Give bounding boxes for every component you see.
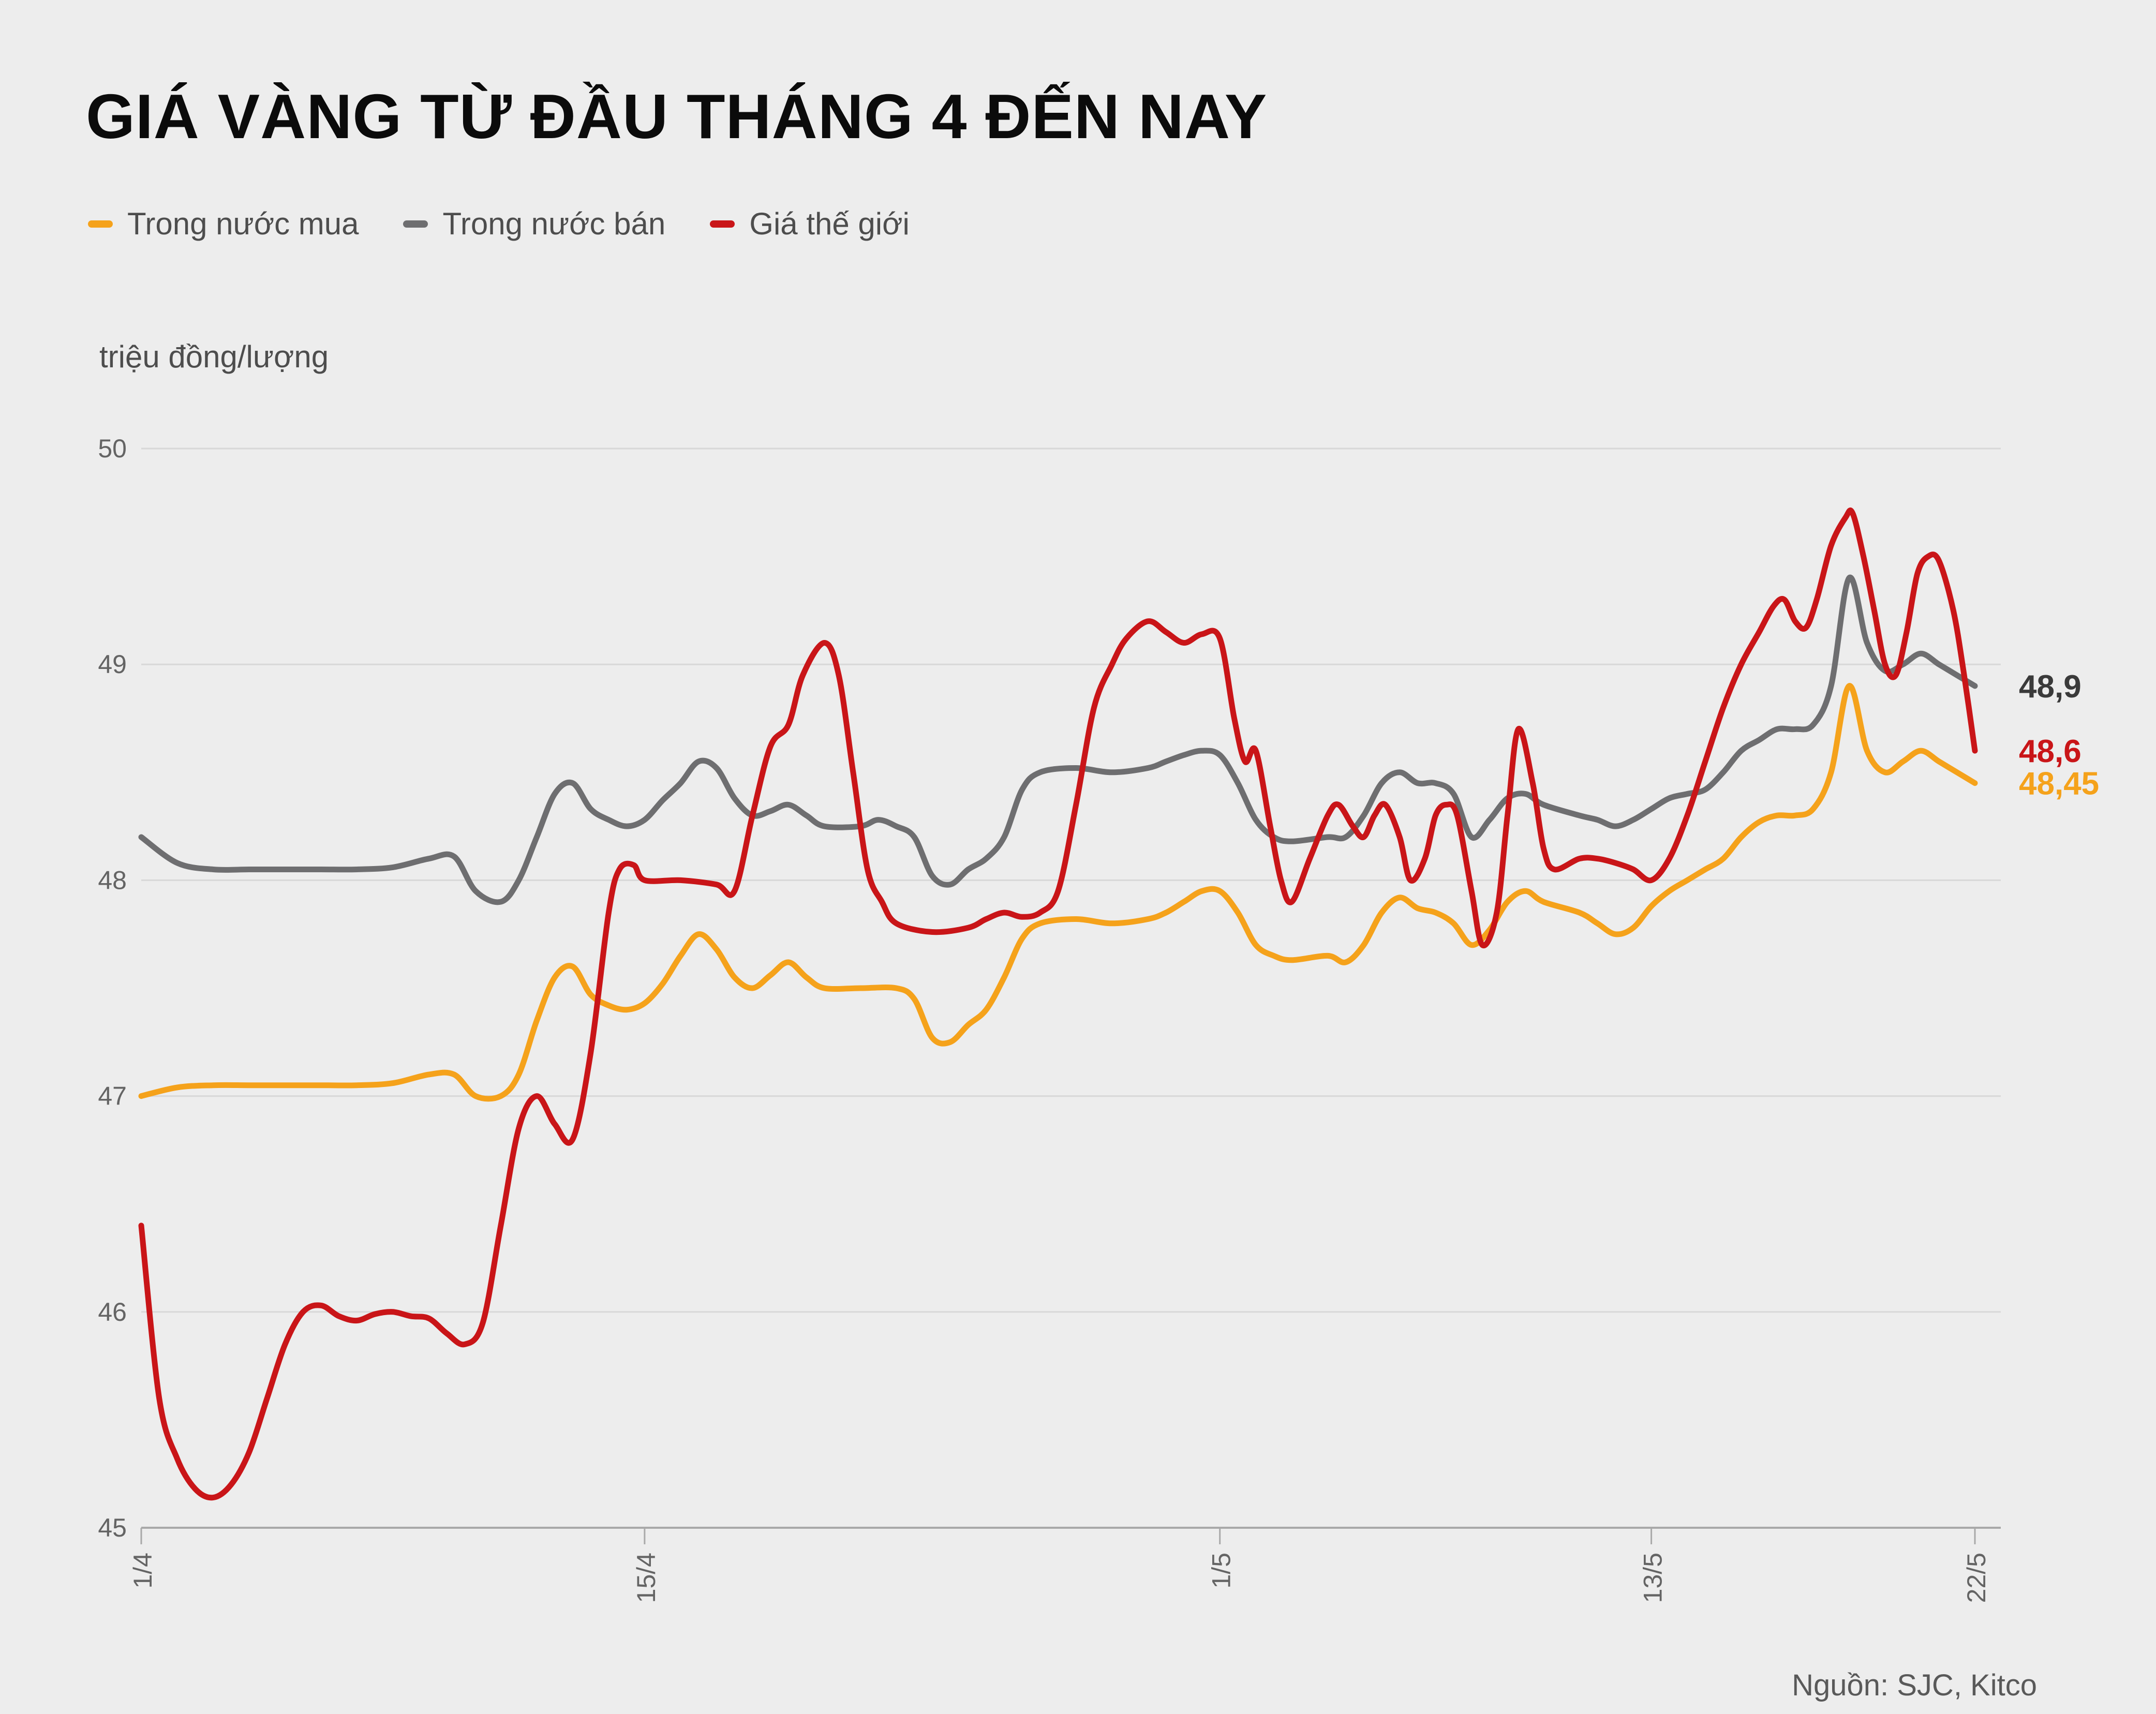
legend-label: Giá thế giới [749,206,910,241]
y-tick-label: 50 [98,434,127,463]
x-tick-label: 22/5 [1962,1553,1991,1603]
series-line-trong-nuoc-mua [138,683,1978,1102]
legend-item-trong-nuoc-mua: Trong nước mua [88,206,359,242]
x-tick-label: 13/5 [1639,1553,1668,1603]
legend-swatch-icon-trong-nuoc-mua [88,220,113,228]
x-tick-label: 15/4 [632,1553,661,1603]
y-tick-label: 48 [98,866,127,895]
end-value-label-trong-nuoc-mua: 48,45 [2019,766,2099,802]
legend-swatch-icon-trong-nuoc-ban [403,220,428,228]
chart-title: GIÁ VÀNG TỪ ĐẦU THÁNG 4 ĐẾN NAY [86,81,1268,152]
series-line-trong-nuoc-ban [138,574,1978,905]
y-tick-label: 49 [98,650,127,679]
x-tick-label: 1/5 [1207,1553,1236,1589]
end-value-label-gia-the-gioi: 48,6 [2019,734,2081,769]
legend-swatch-icon-gia-the-gioi [710,220,735,228]
series-line-gia-the-gioi [138,508,1978,1501]
y-tick-label: 47 [98,1082,127,1111]
source-note: Nguồn: SJC, Kitco [1792,1668,2037,1702]
y-tick-label: 45 [98,1513,127,1542]
legend-label: Trong nước mua [127,206,359,241]
legend-item-gia-the-gioi: Giá thế giới [710,206,910,242]
x-tick-label: 1/4 [128,1553,157,1589]
legend-item-trong-nuoc-ban: Trong nước bán [403,206,665,242]
y-axis-unit-label: triệu đồng/lượng [99,339,329,374]
end-value-label-trong-nuoc-ban: 48,9 [2019,669,2081,705]
legend-label: Trong nước bán [442,206,666,241]
chart-legend: Trong nước mua Trong nước bán Giá thế gi… [88,206,910,242]
y-tick-label: 46 [98,1298,127,1327]
